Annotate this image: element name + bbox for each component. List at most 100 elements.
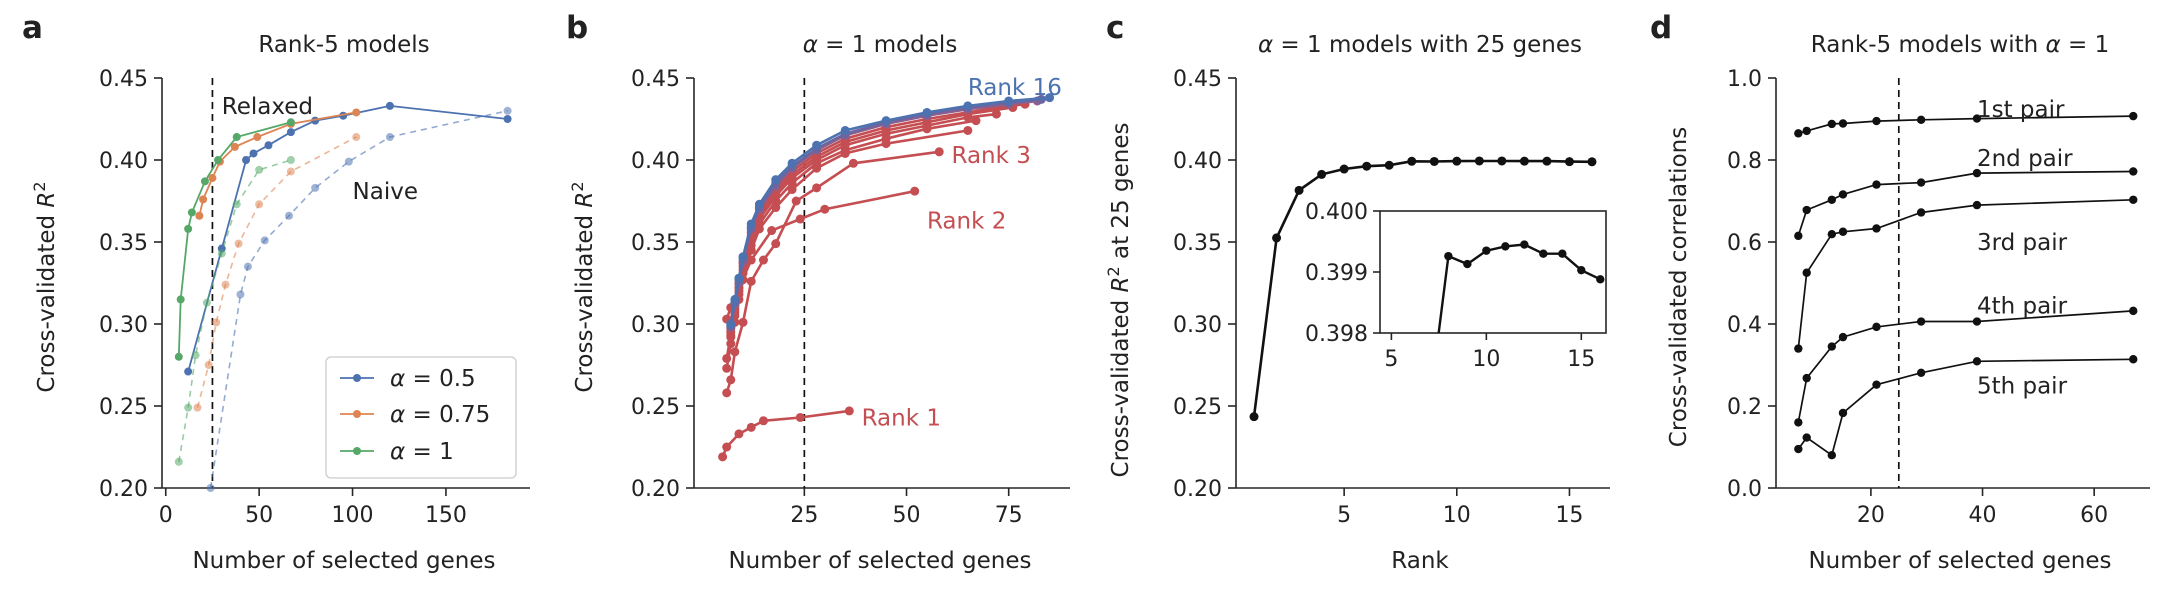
legend-box: [325, 356, 517, 479]
series-group: [718, 93, 1055, 462]
data-point: [922, 107, 932, 117]
chart-title: α = 1 models: [803, 32, 958, 58]
annotation-naive: Naive: [353, 179, 418, 205]
data-point: [1838, 408, 1848, 418]
data-point: [1564, 157, 1574, 167]
x-tick-label: 25: [790, 503, 818, 528]
data-point: [1272, 233, 1282, 243]
data-point: [1802, 373, 1811, 383]
data-point: [1362, 161, 1372, 171]
data-point: [746, 276, 756, 286]
data-point: [187, 208, 196, 217]
x-tick-label: 10: [1443, 503, 1471, 528]
legend-entry-alpha-1: α = 1: [340, 439, 454, 465]
series-line-0: [1798, 115, 2134, 135]
axis-ticks: 0.20 0.25 0.30 0.35 0.40 0.45 5 10 15: [1173, 67, 1610, 528]
data-point: [991, 109, 1001, 119]
data-point: [787, 158, 797, 168]
data-point: [253, 133, 262, 142]
inset-point: [1596, 275, 1605, 284]
data-point: [264, 141, 273, 150]
data-point: [848, 158, 858, 168]
x-tick-label: 150: [425, 503, 467, 528]
data-point: [1872, 322, 1881, 332]
series-line-4: [1797, 358, 2134, 457]
rank-label: Rank 1: [862, 405, 941, 431]
series-line-3: [1797, 310, 2134, 423]
inset-point: [1463, 259, 1472, 269]
data-point: [2129, 306, 2138, 316]
data-point: [243, 262, 252, 271]
x-tick-label: 20: [1857, 503, 1885, 528]
x-tick-label: 60: [2080, 503, 2108, 528]
y-tick-label: 0.40: [99, 149, 148, 174]
y-axis-label: Cross-validated R2: [568, 181, 598, 392]
data-point: [1587, 157, 1597, 167]
data-point: [217, 249, 226, 258]
data-point: [738, 252, 748, 262]
data-point: [286, 156, 295, 164]
data-point: [242, 156, 251, 164]
inset-y-tick-label: 0.400: [1305, 200, 1368, 225]
y-tick-label: 0.40: [631, 149, 680, 174]
data-point: [746, 219, 756, 229]
data-point: [726, 319, 736, 329]
data-point: [1497, 156, 1507, 166]
data-point: [204, 361, 213, 369]
series-line-2: [725, 150, 940, 394]
inset-x-tick-label: 5: [1384, 347, 1398, 372]
data-point: [174, 457, 183, 466]
y-tick-label: 0.45: [631, 67, 680, 92]
data-point: [200, 177, 209, 186]
pair-label: 2nd pair: [1977, 146, 2073, 172]
data-point: [1802, 205, 1811, 215]
data-point: [236, 290, 245, 299]
data-point: [344, 157, 353, 166]
data-point: [963, 125, 973, 135]
data-point: [767, 226, 777, 236]
inset-point: [1539, 249, 1548, 258]
rank-label: Rank 3: [951, 143, 1030, 169]
y-tick-label: 0.45: [1173, 67, 1222, 92]
rank-label: Rank 2: [927, 209, 1006, 235]
data-point: [730, 347, 740, 357]
inset-y-tick-label: 0.399: [1305, 261, 1368, 286]
data-point: [503, 115, 512, 123]
legend-entry-alpha-0.5: α = 0.5: [340, 366, 476, 392]
inset-frame: [1379, 210, 1607, 334]
data-point: [726, 375, 736, 385]
data-point: [1872, 380, 1881, 389]
data-point: [1294, 185, 1304, 195]
data-point: [1794, 231, 1803, 241]
data-point: [1827, 230, 1837, 239]
data-point: [249, 149, 258, 158]
x-tick-label: 50: [893, 503, 921, 528]
y-tick-label: 0.25: [99, 395, 148, 420]
annotation-relaxed: Relaxed: [222, 94, 313, 120]
inset-series: [1437, 240, 1605, 333]
data-point: [1827, 195, 1837, 204]
data-point: [1972, 168, 1982, 178]
y-tick-label: 0.35: [631, 231, 680, 256]
data-point: [1004, 96, 1014, 106]
data-point: [1474, 156, 1484, 166]
y-tick-label: 0.35: [1173, 231, 1222, 256]
y-tick-label: 0.6: [1727, 231, 1762, 256]
panel-a: a Rank-5 models Number of selected genes…: [22, 10, 530, 574]
data-point: [2129, 195, 2138, 204]
data-point: [1794, 418, 1803, 427]
series-line-1: [1797, 170, 2134, 237]
series-group: [1249, 156, 1597, 422]
data-point: [193, 403, 202, 412]
data-point: [758, 416, 768, 426]
data-point: [840, 125, 850, 135]
pair-label: 3rd pair: [1977, 230, 2068, 256]
data-point: [1872, 180, 1881, 189]
x-tick-label: 0: [159, 503, 173, 528]
data-point: [176, 295, 185, 304]
data-point: [1972, 114, 1982, 123]
x-axis-label: Number of selected genes: [192, 548, 495, 574]
x-axis-label: Number of selected genes: [728, 548, 1031, 574]
axis-ticks: 0.20 0.25 0.30 0.35 0.40 0.45 0 50 100 150: [99, 67, 530, 528]
